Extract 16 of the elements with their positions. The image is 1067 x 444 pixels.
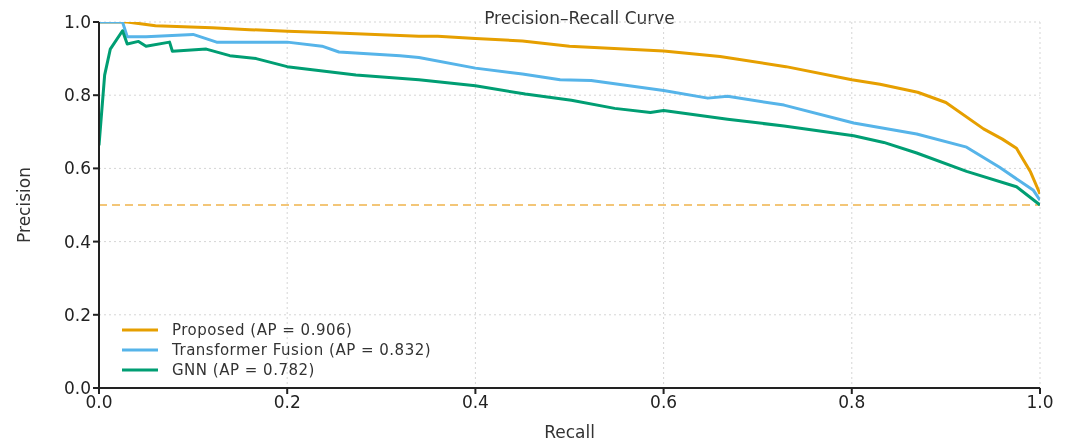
- x-axis-title: Recall: [544, 422, 595, 442]
- y-tick-label: 0.6: [63, 158, 91, 179]
- y-tick-label: 1.0: [63, 12, 91, 33]
- x-tick-label: 0.2: [273, 392, 301, 413]
- legend-label: Proposed (AP = 0.906): [172, 320, 353, 340]
- y-tick-label: 0.2: [63, 304, 91, 325]
- legend-label: GNN (AP = 0.782): [172, 360, 315, 380]
- y-tick-label: 0.8: [63, 85, 91, 106]
- x-tick-label: 0.8: [838, 392, 866, 413]
- chart-title: Precision–Recall Curve: [483, 8, 676, 28]
- x-tick-label: 0.6: [650, 392, 678, 413]
- y-axis-title: Precision: [14, 167, 35, 243]
- x-tick-label: 0.4: [461, 392, 489, 413]
- legend-label: Transformer Fusion (AP = 0.832): [172, 340, 432, 360]
- y-tick-label: 0.4: [63, 231, 91, 252]
- x-tick-label: 1.0: [1026, 392, 1054, 413]
